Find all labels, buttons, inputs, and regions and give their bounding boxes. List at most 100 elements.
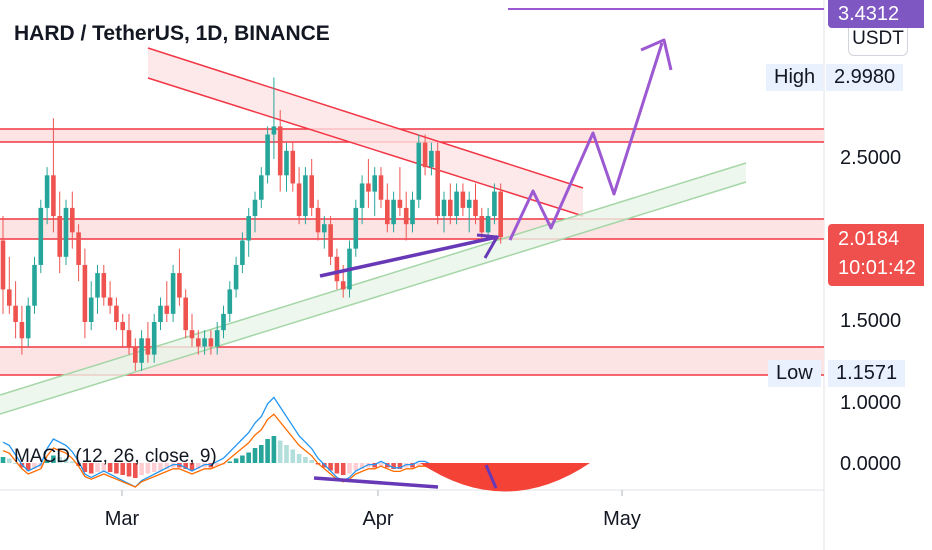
last-price-value: 2.0184 xyxy=(838,228,900,250)
candle-body xyxy=(57,216,62,257)
candle-body xyxy=(88,297,94,322)
ascending-channel-fill xyxy=(0,163,746,414)
candle-body xyxy=(233,264,239,290)
candle-body xyxy=(25,305,31,339)
high-value: 2.9980 xyxy=(826,64,904,91)
descending-channel-fill xyxy=(148,48,583,216)
candle-body xyxy=(372,175,377,192)
candle-body xyxy=(183,297,188,331)
candle-body xyxy=(473,199,478,217)
macd-histogram-bar xyxy=(63,458,69,463)
candle-body xyxy=(498,191,503,238)
macd-histogram-bar xyxy=(290,449,296,463)
macd-histogram-bar xyxy=(271,436,277,463)
candle-body xyxy=(485,216,491,233)
candle-body xyxy=(133,346,138,363)
macd-histogram-bar xyxy=(70,461,75,463)
signal-line xyxy=(2,413,502,488)
candle-body xyxy=(196,338,201,347)
macd-histogram-bar xyxy=(57,457,62,463)
macd-histogram-bar xyxy=(347,463,352,474)
candle-body xyxy=(107,297,113,306)
macd-histogram-bar xyxy=(296,454,302,463)
candle-body xyxy=(214,330,220,347)
price-tick: 1.5000 xyxy=(840,310,902,332)
candle-body xyxy=(189,330,195,339)
macd-indicator-label[interactable]: MACD (12, 26, close, 9) xyxy=(14,446,217,467)
macd-histogram-bar xyxy=(378,463,384,466)
candle-body xyxy=(164,305,170,314)
macd-histogram-bar xyxy=(114,463,119,474)
macd-histogram-bar xyxy=(309,460,314,463)
macd-histogram-bar xyxy=(151,463,157,472)
candle-body xyxy=(139,338,144,363)
macd-histogram-bar xyxy=(391,463,396,469)
macd-histogram-bar xyxy=(126,463,132,477)
macd-histogram-bar xyxy=(145,463,151,474)
candle-body xyxy=(0,240,6,290)
macd-histogram-bar xyxy=(88,463,94,474)
bar-countdown: 10:01:42 xyxy=(838,257,916,279)
macd-histogram-bar xyxy=(164,463,170,469)
candle-body xyxy=(303,175,308,217)
macd-histogram-bar xyxy=(189,463,195,471)
macd-histogram-bar xyxy=(252,448,258,463)
candle-body xyxy=(151,322,157,355)
macd-histogram-bar xyxy=(7,458,12,463)
macd-divergence-line xyxy=(313,476,439,489)
candle-body xyxy=(227,289,233,314)
price-tick: 2.5000 xyxy=(840,147,902,169)
candle-body xyxy=(51,175,56,217)
candle-body xyxy=(422,142,428,168)
price-tick: 1.0000 xyxy=(840,392,902,414)
macd-zero-tick: 0.0000 xyxy=(840,453,902,475)
time-tick-apr: Apr xyxy=(362,508,394,530)
last-price-badge: 2.0184 10:01:42 xyxy=(828,224,924,286)
candle-body xyxy=(76,232,81,265)
macd-divergence-arrowhead xyxy=(484,464,498,489)
macd-histogram-bar xyxy=(328,463,333,471)
macd-histogram-bar xyxy=(284,445,289,463)
candle-body xyxy=(240,240,245,265)
candle-body xyxy=(378,175,384,200)
candle-body xyxy=(296,183,302,217)
candle-body xyxy=(101,273,107,298)
macd-line xyxy=(2,396,502,488)
macd-histogram-bar xyxy=(246,452,251,463)
macd-histogram-bar xyxy=(13,463,18,464)
macd-histogram-bar xyxy=(397,463,403,469)
macd-histogram-bar xyxy=(44,460,50,463)
candle-body xyxy=(19,322,25,339)
macd-histogram-bar xyxy=(277,440,283,463)
macd-histogram-bar xyxy=(25,463,31,471)
candle-body xyxy=(290,150,296,184)
candle-body xyxy=(397,199,403,208)
candle-body xyxy=(315,207,321,233)
candle-body xyxy=(403,207,409,225)
candle-body xyxy=(221,313,226,331)
candle-body xyxy=(32,264,37,306)
candle-body xyxy=(70,207,75,233)
descending-channel-top xyxy=(147,47,584,189)
candle-body xyxy=(334,256,340,282)
candle-body xyxy=(460,191,466,208)
low-label: Low xyxy=(768,360,821,387)
candle-body xyxy=(44,175,50,208)
macd-histogram-bar xyxy=(101,463,107,471)
time-tick-mar: Mar xyxy=(104,508,140,530)
macd-histogram-bar xyxy=(416,463,422,466)
candle-body xyxy=(82,264,88,322)
candle-body xyxy=(340,281,346,290)
candle-body xyxy=(246,216,251,241)
candle-body xyxy=(13,305,18,322)
macd-histogram-bar xyxy=(227,461,233,463)
candle-body xyxy=(177,273,182,298)
descending-channel-bottom xyxy=(147,77,584,217)
price-divergence-line xyxy=(319,235,498,278)
candle-body xyxy=(265,134,270,176)
candle-body xyxy=(63,207,69,257)
macd-histogram-bar xyxy=(120,463,125,475)
macd-histogram-bar xyxy=(334,463,340,474)
